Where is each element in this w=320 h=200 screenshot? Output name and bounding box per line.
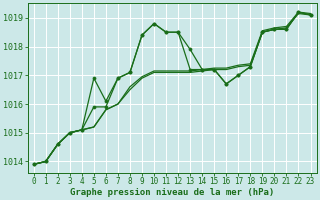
X-axis label: Graphe pression niveau de la mer (hPa): Graphe pression niveau de la mer (hPa) bbox=[70, 188, 274, 197]
